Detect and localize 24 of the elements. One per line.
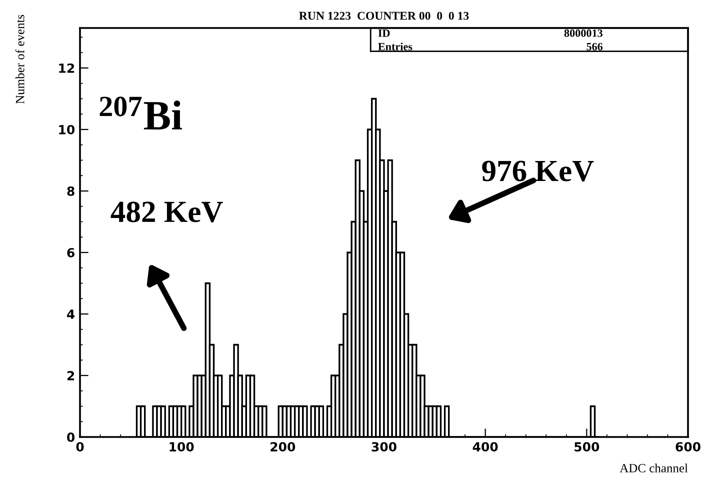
chart-title: RUN 1223 COUNTER 00 0 0 13 (299, 12, 469, 20)
x-tick-label: 400 (472, 442, 498, 452)
annotation: Entries (378, 42, 412, 50)
annotation: 8000013 (564, 29, 602, 37)
y-tick-label: 10 (59, 124, 75, 134)
x-tick-label: 100 (170, 442, 194, 452)
y-axis-title: Number of events (15, 14, 24, 104)
annotation: 482 KeV (110, 202, 223, 222)
y-tick-label: 4 (67, 310, 75, 319)
x-axis-title: ADC channel (620, 464, 688, 472)
y-tick-label: 12 (59, 63, 74, 73)
annotation: ID (378, 30, 390, 37)
x-tick-label: 0 (76, 442, 84, 452)
x-tick-label: 200 (270, 442, 296, 452)
annotation: 566 (586, 42, 603, 50)
x-tick-label: 500 (574, 442, 600, 452)
x-tick-label: 600 (676, 442, 700, 452)
y-tick-label: 0 (67, 432, 75, 442)
y-tick-label: 8 (67, 186, 74, 196)
annotation: $^{207}$Bi (100, 96, 182, 130)
x-tick-label: 300 (372, 442, 396, 452)
y-tick-label: 2 (67, 370, 74, 380)
y-tick-label: 6 (67, 248, 74, 258)
annotation: 976 KeV (482, 160, 594, 182)
